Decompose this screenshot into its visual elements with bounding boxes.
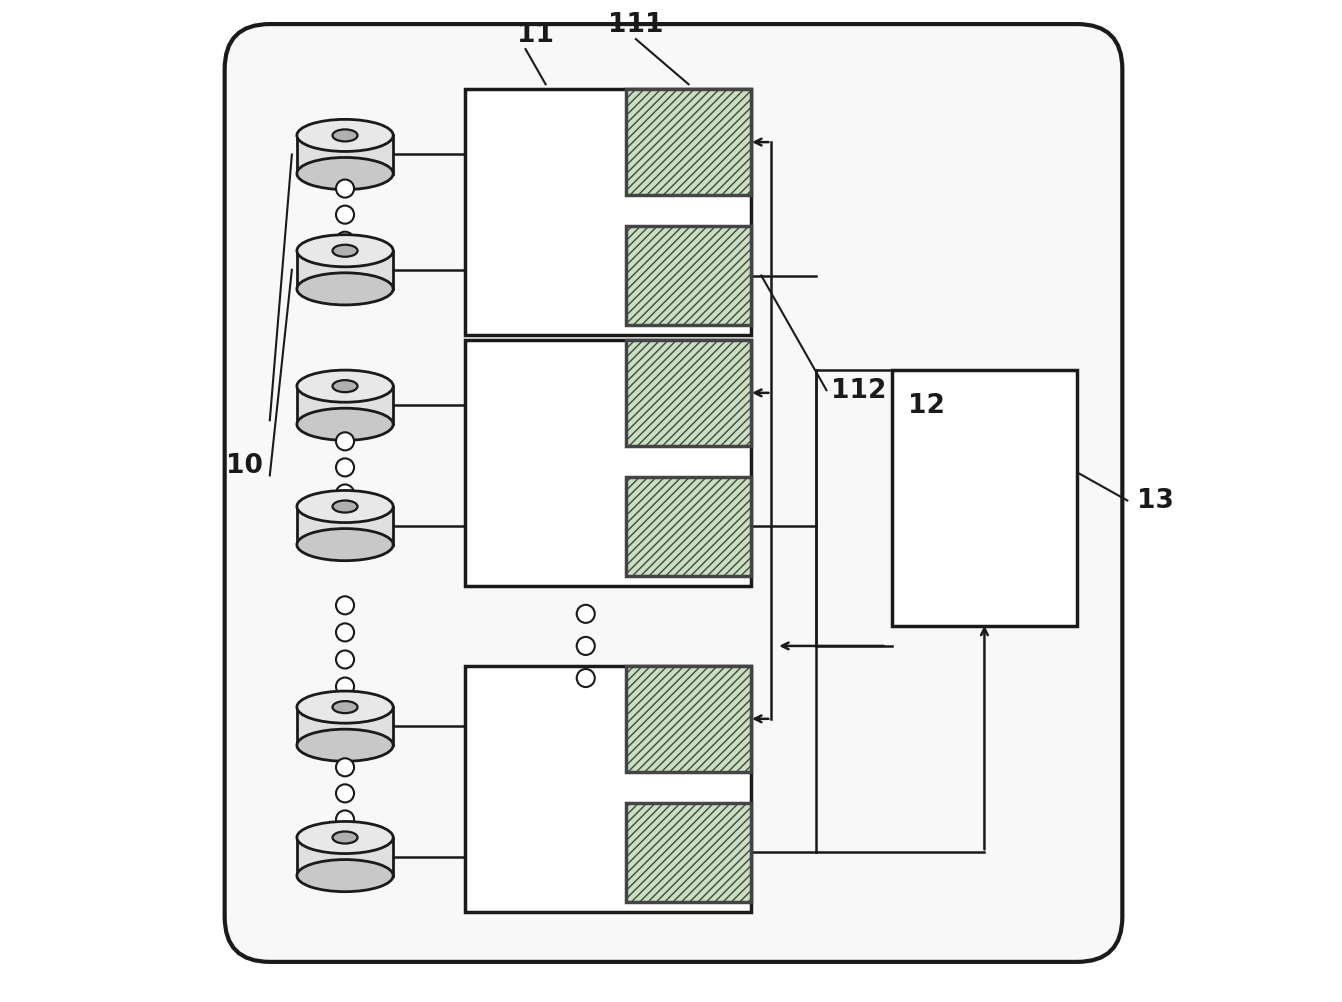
Bar — [297, 387, 393, 425]
Text: 13: 13 — [1138, 488, 1174, 514]
Ellipse shape — [297, 860, 393, 892]
Ellipse shape — [297, 409, 393, 441]
Bar — [297, 252, 393, 290]
Ellipse shape — [297, 158, 393, 190]
Circle shape — [577, 669, 595, 687]
Ellipse shape — [333, 381, 357, 393]
Bar — [466, 666, 752, 912]
Bar — [625, 477, 752, 576]
Circle shape — [336, 232, 354, 250]
Bar — [297, 136, 393, 174]
Text: 10: 10 — [227, 453, 263, 479]
Bar — [297, 707, 393, 745]
Bar — [466, 90, 752, 336]
Ellipse shape — [333, 701, 357, 713]
Bar — [625, 666, 752, 772]
Ellipse shape — [297, 491, 393, 523]
Circle shape — [336, 180, 354, 198]
Circle shape — [336, 459, 354, 477]
Circle shape — [336, 759, 354, 777]
Text: 112: 112 — [832, 378, 887, 404]
Ellipse shape — [297, 729, 393, 762]
Ellipse shape — [333, 832, 357, 844]
Text: 12: 12 — [909, 393, 945, 419]
Bar — [625, 226, 752, 326]
Circle shape — [577, 605, 595, 623]
Ellipse shape — [333, 245, 357, 258]
Ellipse shape — [333, 501, 357, 513]
Circle shape — [577, 637, 595, 655]
Ellipse shape — [333, 130, 357, 142]
Circle shape — [336, 677, 354, 695]
Bar — [625, 90, 752, 195]
Ellipse shape — [297, 691, 393, 723]
Bar — [891, 371, 1078, 626]
Ellipse shape — [297, 120, 393, 152]
Bar — [297, 507, 393, 545]
Text: 111: 111 — [608, 12, 664, 38]
FancyBboxPatch shape — [224, 25, 1122, 962]
Bar — [297, 838, 393, 876]
Ellipse shape — [297, 235, 393, 268]
Ellipse shape — [297, 529, 393, 561]
Circle shape — [336, 811, 354, 829]
Circle shape — [336, 597, 354, 615]
Bar — [625, 341, 752, 446]
Circle shape — [336, 206, 354, 224]
Circle shape — [336, 623, 354, 642]
Bar — [466, 341, 752, 586]
Circle shape — [336, 433, 354, 451]
Ellipse shape — [297, 822, 393, 854]
Text: 11: 11 — [517, 22, 554, 48]
Circle shape — [336, 651, 354, 669]
Circle shape — [336, 485, 354, 503]
Ellipse shape — [297, 371, 393, 403]
Circle shape — [336, 785, 354, 803]
Bar — [625, 803, 752, 902]
Ellipse shape — [297, 274, 393, 306]
